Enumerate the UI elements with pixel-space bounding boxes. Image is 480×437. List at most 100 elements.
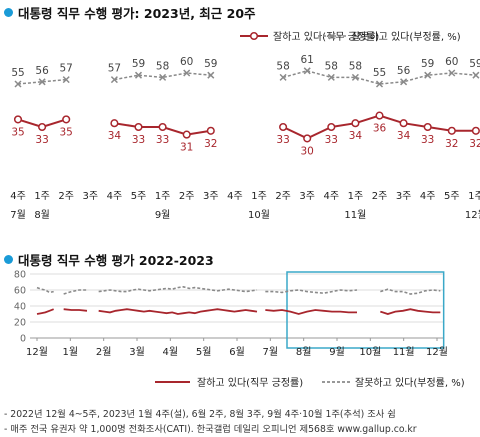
disapprove-value-label: 57 bbox=[108, 63, 121, 75]
x-month-tick-label: 11월 bbox=[393, 346, 415, 358]
approve-value-label: 30 bbox=[301, 145, 314, 157]
approve-point bbox=[351, 119, 360, 128]
x-week-tick-label: 2주 bbox=[275, 191, 291, 202]
approve-value-label: 33 bbox=[276, 134, 289, 146]
approve-value-label: 32 bbox=[469, 138, 480, 150]
disapprove-value-label: 59 bbox=[132, 58, 145, 70]
disapprove-value-label: 61 bbox=[301, 54, 314, 66]
y-tick-label: 20 bbox=[14, 318, 26, 329]
approve-point bbox=[279, 122, 288, 132]
x-month-tick-label: 7월 bbox=[10, 209, 26, 221]
legend-approve-label: 잘하고 있다(직무 긍정률) bbox=[273, 30, 379, 43]
chart1-title: 대통령 직무 수행 평가: 2023년, 최근 20주 bbox=[4, 3, 256, 22]
disapprove-value-label: 58 bbox=[349, 60, 362, 72]
disapprove-point bbox=[159, 73, 167, 81]
disapprove-point bbox=[134, 71, 143, 79]
disapprove-point bbox=[424, 71, 432, 79]
y-tick-label: 60 bbox=[14, 286, 26, 297]
disapprove-value-label: 59 bbox=[204, 58, 217, 70]
disapprove-line-segment bbox=[98, 285, 258, 293]
approve-point bbox=[327, 122, 336, 132]
x-week-tick-label: 5주 bbox=[131, 191, 147, 202]
disapprove-line-segment bbox=[63, 289, 87, 295]
disapprove-point bbox=[14, 80, 22, 88]
disapprove-line-segment bbox=[17, 78, 67, 85]
approve-point bbox=[423, 122, 432, 132]
footnote-method: - 매주 전국 유권자 약 1,000명 전화조사(CATI). 한국갤럽 데일… bbox=[4, 424, 417, 435]
approve-point bbox=[375, 111, 384, 120]
disapprove-value-label: 59 bbox=[421, 58, 434, 70]
approve-point bbox=[13, 115, 23, 124]
legend-disapprove-label: 잘못하고 있다(부정률, %) bbox=[351, 30, 461, 43]
x-month-tick-label: 7월 bbox=[263, 346, 279, 358]
x-week-tick-label: 4주 bbox=[10, 191, 26, 202]
disapprove-value-label: 60 bbox=[180, 56, 193, 68]
approve-value-label: 31 bbox=[180, 142, 193, 154]
approve-point bbox=[158, 122, 167, 132]
approve-value-label: 32 bbox=[445, 138, 458, 150]
x-month-tick-label: 12월 bbox=[426, 346, 448, 358]
disapprove-point bbox=[351, 73, 359, 81]
approve-point bbox=[62, 115, 71, 124]
x-month-tick-label: 9월 bbox=[155, 209, 171, 221]
x-week-tick-label: 4주 bbox=[227, 191, 243, 202]
disapprove-point bbox=[400, 78, 408, 86]
disapprove-value-label: 56 bbox=[35, 65, 49, 77]
x-week-tick-label: 3주 bbox=[83, 191, 99, 202]
disapprove-point bbox=[183, 69, 191, 77]
chart1-title-text: 대통령 직무 수행 평가: 2023년, 최근 20주 bbox=[18, 6, 256, 21]
disapprove-value-label: 55 bbox=[373, 67, 386, 79]
y-tick-label: 0 bbox=[20, 334, 26, 345]
disapprove-value-label: 55 bbox=[11, 67, 24, 79]
x-week-tick-label: 4주 bbox=[420, 191, 436, 202]
disapprove-value-label: 58 bbox=[325, 60, 338, 72]
x-month-tick-label: 3월 bbox=[129, 346, 145, 358]
x-month-tick-label: 9월 bbox=[329, 346, 345, 358]
x-month-tick-label: 5월 bbox=[196, 346, 212, 358]
approve-value-label: 33 bbox=[325, 134, 338, 146]
x-week-tick-label: 5주 bbox=[444, 191, 460, 202]
x-week-tick-label: 2주 bbox=[372, 191, 388, 202]
approve-point bbox=[182, 130, 191, 139]
approve-point bbox=[134, 122, 143, 132]
disapprove-point bbox=[472, 71, 480, 79]
bullet-dot-icon bbox=[4, 255, 13, 264]
x-month-tick-label: 11월 bbox=[344, 209, 366, 221]
recent-20-weeks-highlight bbox=[286, 271, 445, 349]
approve-line-segment bbox=[380, 308, 441, 315]
x-week-tick-label: 1주 bbox=[468, 191, 480, 202]
disapprove-line-segment bbox=[36, 286, 54, 294]
approve-line-segment bbox=[98, 308, 258, 315]
legend-disapprove-label: 잘못하고 있다(부정률, %) bbox=[355, 376, 465, 389]
x-month-tick-label: 12월 bbox=[26, 346, 48, 358]
disapprove-point bbox=[279, 73, 287, 81]
x-month-tick-label: 6월 bbox=[229, 346, 245, 358]
legend-approve-marker bbox=[249, 31, 259, 41]
approve-line-segment bbox=[36, 308, 54, 315]
disapprove-line-segment bbox=[265, 289, 358, 295]
disapprove-line-segment bbox=[380, 288, 441, 295]
disapprove-value-label: 58 bbox=[276, 60, 289, 72]
footnote-survey-breaks: - 2022년 12월 4~5주, 2023년 1월 4주(설), 6월 2주,… bbox=[4, 409, 396, 420]
x-month-tick-label: 10월 bbox=[248, 209, 270, 221]
disapprove-value-label: 60 bbox=[445, 56, 458, 68]
approve-point bbox=[38, 122, 47, 132]
x-month-tick-label: 1월 bbox=[63, 346, 79, 358]
disapprove-point bbox=[375, 80, 384, 88]
disapprove-point bbox=[303, 67, 311, 75]
bullet-dot-icon bbox=[4, 8, 13, 17]
legend-approve-label: 잘하고 있다(직무 긍정률) bbox=[197, 376, 303, 389]
approve-value-label: 33 bbox=[156, 134, 169, 146]
approve-value-label: 34 bbox=[108, 130, 122, 142]
approve-point bbox=[399, 119, 408, 128]
approve-point bbox=[471, 126, 480, 135]
approve-value-label: 32 bbox=[204, 138, 217, 150]
x-week-tick-label: 1주 bbox=[155, 191, 171, 202]
x-week-tick-label: 1주 bbox=[251, 191, 267, 202]
x-week-tick-label: 1주 bbox=[348, 191, 364, 202]
x-week-tick-label: 3주 bbox=[396, 191, 412, 202]
approve-value-label: 33 bbox=[132, 134, 145, 146]
approve-value-label: 35 bbox=[60, 126, 73, 138]
disapprove-point bbox=[448, 69, 456, 77]
